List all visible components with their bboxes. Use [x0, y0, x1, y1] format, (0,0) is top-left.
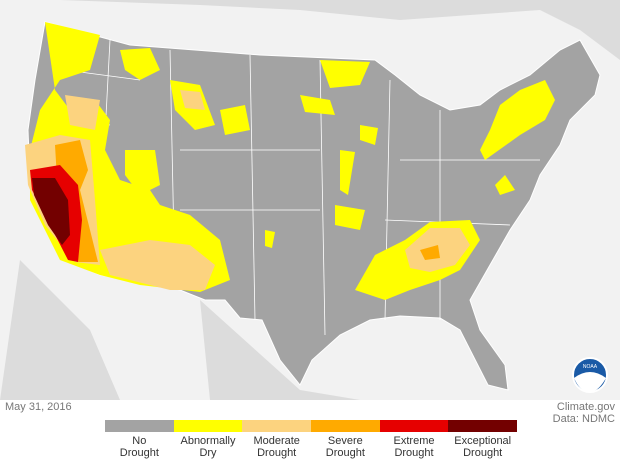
- legend-swatch: [448, 420, 518, 432]
- legend-swatch: [173, 420, 243, 432]
- legend-item: Exceptional Drought: [448, 420, 518, 464]
- legend-swatch: [311, 420, 380, 432]
- legend-label: No Drought: [119, 435, 159, 459]
- map: NOAA: [0, 0, 620, 400]
- legend-item: Moderate Drought: [242, 420, 312, 464]
- legend-item: Abnormally Dry: [173, 420, 243, 464]
- legend-label: Moderate Drought: [253, 435, 300, 459]
- date: May 31, 2016: [5, 401, 72, 413]
- drought-area: [32, 178, 70, 245]
- noaa-logo-wave: [574, 372, 606, 392]
- legend-label: Severe Drought: [325, 435, 365, 459]
- neighbors: [0, 0, 620, 400]
- logo-text: NOAA: [583, 364, 598, 370]
- credit: Climate.gov: [556, 401, 615, 413]
- legend-swatch: [242, 420, 312, 432]
- legend-item: Extreme Drought: [379, 420, 449, 464]
- drought-areas: [25, 22, 555, 300]
- legend-label: Exceptional Drought: [454, 435, 512, 459]
- legend-swatch: [105, 420, 174, 432]
- legend-swatch: [379, 420, 449, 432]
- legend: No Drought Abnormally Dry Moderate Drought…: [105, 420, 518, 464]
- legend-label: Extreme Drought: [393, 435, 435, 459]
- legend-label: Abnormally Dry: [180, 435, 236, 459]
- drought-area: [65, 90, 215, 290]
- source: Data: NDMC: [552, 413, 615, 425]
- legend-item: No Drought: [105, 420, 174, 464]
- drought-area: [55, 140, 440, 262]
- drought-area: [480, 80, 555, 195]
- legend-item: Severe Drought: [311, 420, 380, 464]
